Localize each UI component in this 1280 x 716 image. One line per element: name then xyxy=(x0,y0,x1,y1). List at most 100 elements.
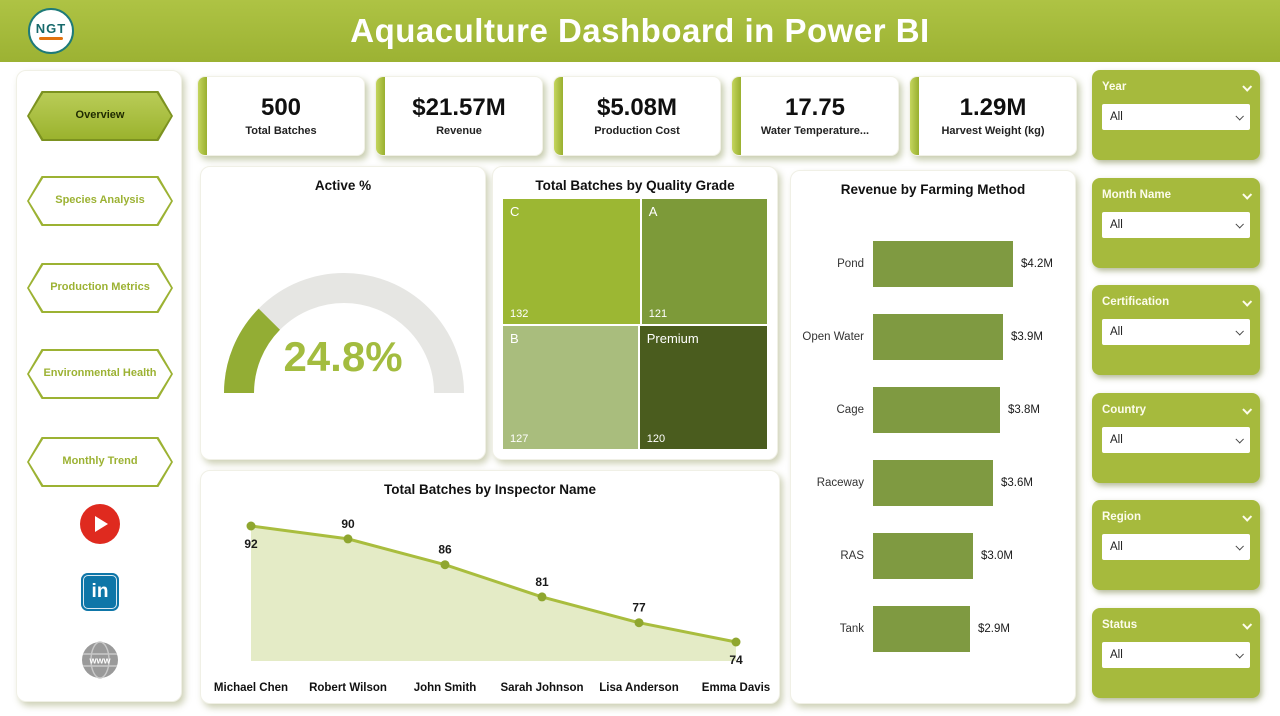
svg-text:81: 81 xyxy=(535,575,549,589)
logo-underline xyxy=(39,37,63,40)
nav-item-label: Monthly Trend xyxy=(29,439,171,485)
kpi-label: Water Temperature... xyxy=(760,124,870,137)
chevron-down-icon[interactable] xyxy=(1242,81,1253,92)
bar-category-label: Raceway xyxy=(816,477,864,489)
slicer-status: Status All xyxy=(1092,608,1260,698)
slicer-label: Year xyxy=(1102,81,1127,93)
bar[interactable] xyxy=(873,241,1013,287)
kpi-water-temperature[interactable]: 17.75 Water Temperature... xyxy=(731,76,899,156)
bar[interactable] xyxy=(873,533,973,579)
batches-by-inspector-card: Total Batches by Inspector Name 92 Michae… xyxy=(200,470,780,704)
active-percent-gauge-card: Active % 24.8% xyxy=(200,166,486,460)
bar[interactable] xyxy=(873,460,993,506)
kpi-revenue[interactable]: $21.57M Revenue xyxy=(375,76,543,156)
logo-text: NGT xyxy=(35,21,67,36)
slicer-dropdown[interactable]: All xyxy=(1102,212,1250,238)
slicer-dropdown[interactable]: All xyxy=(1102,104,1250,130)
gauge-value: 24.8% xyxy=(283,333,403,380)
nav-item-environmental-health[interactable]: Environmental Health xyxy=(27,349,173,399)
slicer-month-name: Month Name All xyxy=(1092,178,1260,268)
bar-category-label: Open Water xyxy=(802,331,864,343)
bar-row: Open Water $3.9M xyxy=(801,314,1069,360)
treemap-cell-label: B xyxy=(510,331,519,347)
chevron-down-icon[interactable] xyxy=(1242,404,1253,415)
chevron-down-icon xyxy=(1235,220,1244,229)
chevron-down-icon xyxy=(1235,542,1244,551)
inspector-area-chart[interactable]: 92 Michael Chen 90 Robert Wilson 86 John Smit… xyxy=(201,501,781,701)
nav-item-label: Production Metrics xyxy=(29,265,171,311)
treemap-cell-value: 120 xyxy=(646,433,666,445)
kpi-total-batches[interactable]: 500 Total Batches xyxy=(197,76,365,156)
bar-row: Raceway $3.6M xyxy=(801,460,1069,506)
gauge-chart[interactable] xyxy=(214,263,474,403)
chevron-down-icon[interactable] xyxy=(1242,296,1253,307)
slicer-header: Year xyxy=(1102,81,1253,93)
kpi-value: 17.75 xyxy=(784,93,846,121)
bar-value-label: $3.9M xyxy=(1011,331,1043,343)
bar-value-label: $4.2M xyxy=(1021,258,1053,270)
svg-text:86: 86 xyxy=(438,543,452,557)
chevron-down-icon xyxy=(1235,327,1244,336)
slicer-label: Certification xyxy=(1102,296,1170,308)
website-icon[interactable]: www xyxy=(81,641,119,679)
chevron-down-icon xyxy=(1235,112,1244,121)
treemap-cell-a[interactable]: A 121 xyxy=(641,199,767,325)
slicer-dropdown[interactable]: All xyxy=(1102,642,1250,668)
treemap-row: B 127 Premium 120 xyxy=(503,326,767,449)
slicer-header: Region xyxy=(1102,511,1253,523)
treemap-cell-premium[interactable]: Premium 120 xyxy=(639,326,767,449)
svg-text:Michael Chen: Michael Chen xyxy=(214,682,288,694)
slicer-dropdown[interactable]: All xyxy=(1102,427,1250,453)
bar-row: Cage $3.8M xyxy=(801,387,1069,433)
slicer-header: Month Name xyxy=(1102,189,1253,201)
nav-item-monthly-trend[interactable]: Monthly Trend xyxy=(27,437,173,487)
treemap-cell-value: 127 xyxy=(510,433,529,445)
bar-category-label: Pond xyxy=(837,258,864,270)
nav-item-species-analysis[interactable]: Species Analysis xyxy=(27,176,173,226)
bar[interactable] xyxy=(873,606,970,652)
kpi-label: Production Cost xyxy=(594,124,680,137)
slicer-dropdown[interactable]: All xyxy=(1102,534,1250,560)
slicer-value: All xyxy=(1110,541,1123,553)
svg-text:92: 92 xyxy=(244,537,258,551)
ngt-logo: NGT xyxy=(28,8,74,54)
slicer-certification: Certification All xyxy=(1092,285,1260,375)
kpi-value: 1.29M xyxy=(959,93,1027,121)
bar-row: Tank $2.9M xyxy=(801,606,1069,652)
nav-item-label: Overview xyxy=(29,93,171,139)
chevron-down-icon[interactable] xyxy=(1242,619,1253,630)
bar-row: RAS $3.0M xyxy=(801,533,1069,579)
chart-title: Total Batches by Quality Grade xyxy=(535,178,735,193)
treemap-cell-value: 121 xyxy=(648,308,668,321)
header: NGT Aquaculture Dashboard in Power BI xyxy=(0,0,1280,62)
svg-text:Robert Wilson: Robert Wilson xyxy=(309,682,387,694)
quality-grade-treemap-card: Total Batches by Quality Grade C 132 A 1… xyxy=(492,166,778,460)
kpi-production-cost[interactable]: $5.08M Production Cost xyxy=(553,76,721,156)
treemap-cell-c[interactable]: C 132 xyxy=(503,199,640,325)
treemap-cell-b[interactable]: B 127 xyxy=(503,326,638,449)
slicer-dropdown[interactable]: All xyxy=(1102,319,1250,345)
slicer-value: All xyxy=(1110,434,1123,446)
nav-item-overview[interactable]: Overview xyxy=(27,91,173,141)
linkedin-icon[interactable]: in xyxy=(81,573,119,611)
bar-value-label: $3.0M xyxy=(981,550,1013,562)
svg-text:Sarah Johnson: Sarah Johnson xyxy=(500,682,583,694)
slicer-label: Region xyxy=(1102,511,1141,523)
bar-value-label: $2.9M xyxy=(978,623,1010,635)
slicer-region: Region All xyxy=(1092,500,1260,590)
slicer-value: All xyxy=(1110,111,1123,123)
bar[interactable] xyxy=(873,387,1000,433)
svg-text:77: 77 xyxy=(632,601,646,615)
kpi-harvest-weight[interactable]: 1.29M Harvest Weight (kg) xyxy=(909,76,1077,156)
youtube-icon[interactable] xyxy=(80,504,120,544)
svg-text:90: 90 xyxy=(341,517,355,531)
bar[interactable] xyxy=(873,314,1003,360)
nav-sidebar: Overview Species Analysis Production Met… xyxy=(16,70,182,702)
revenue-by-farming-method-card: Revenue by Farming Method Pond $4.2M Ope… xyxy=(790,170,1076,704)
chevron-down-icon[interactable] xyxy=(1242,511,1253,522)
slicer-label: Status xyxy=(1102,619,1138,631)
chevron-down-icon[interactable] xyxy=(1242,189,1253,200)
slicer-label: Month Name xyxy=(1102,189,1171,201)
nav-item-production-metrics[interactable]: Production Metrics xyxy=(27,263,173,313)
